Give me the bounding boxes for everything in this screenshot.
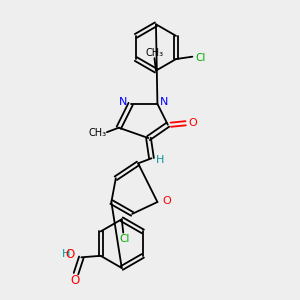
Text: O: O	[162, 196, 171, 206]
Text: H: H	[62, 249, 70, 259]
Text: N: N	[119, 97, 128, 106]
Text: CH₃: CH₃	[146, 48, 164, 58]
Text: O: O	[65, 248, 75, 261]
Text: Cl: Cl	[196, 52, 206, 63]
Text: CH₃: CH₃	[88, 128, 106, 138]
Text: N: N	[160, 97, 168, 106]
Text: O: O	[188, 118, 197, 128]
Text: H: H	[156, 155, 164, 165]
Text: Cl: Cl	[119, 234, 130, 244]
Text: O: O	[70, 274, 79, 287]
